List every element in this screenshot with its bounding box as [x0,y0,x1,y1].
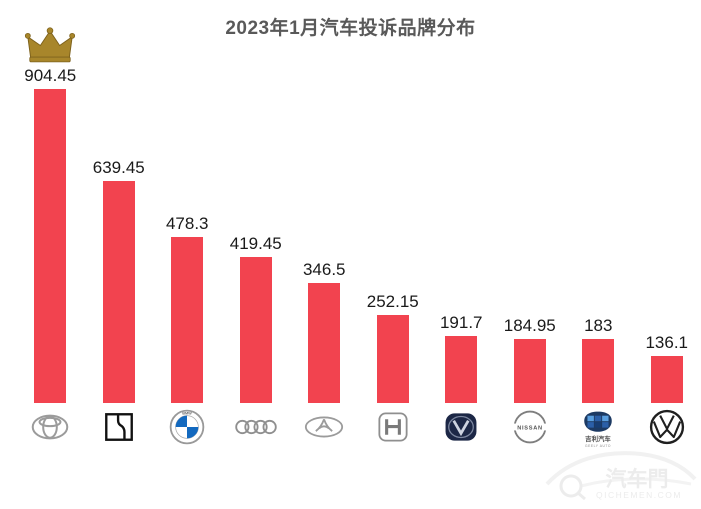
bar-value-label: 183 [584,316,612,336]
changan-logo-icon [427,407,496,451]
bar-value-label: 136.1 [645,333,688,353]
bar-volkswagen [651,356,683,403]
bmw-logo-icon: BMW [153,407,222,451]
svg-text:吉利汽车: 吉利汽车 [585,434,611,443]
bar-chery [308,283,340,403]
crown-icon [23,27,77,64]
bar-column-audi: 419.45 [222,0,291,403]
bar-nissan [514,339,546,403]
bar-value-label: 478.3 [166,214,209,234]
bar-value-label: 184.95 [504,316,556,336]
svg-text:QICHEMEN.COM: QICHEMEN.COM [596,490,682,500]
chery-logo-icon [290,407,359,451]
bar-value-label: 639.45 [93,158,145,178]
bar-toyota [34,89,66,403]
bar-bmw [171,237,203,403]
svg-text:NISSAN: NISSAN [517,425,543,431]
bar-value-label: 252.15 [367,292,419,312]
bar-column-bestune: 639.45 [85,0,154,403]
brand-logo-row: BMW [16,407,701,451]
svg-text:BMW: BMW [183,411,193,415]
svg-text:GEELY AUTO: GEELY AUTO [585,444,611,448]
bar-audi [240,257,272,403]
bestune-logo-icon [85,407,154,451]
nissan-logo-icon: NISSAN [496,407,565,451]
bar-column-nissan: 184.95 [496,0,565,403]
honda-logo-icon [359,407,428,451]
bar-column-honda: 252.15 [359,0,428,403]
volkswagen-logo-icon [633,407,701,451]
bar-value-label: 419.45 [230,234,282,254]
bar-value-label: 346.5 [303,260,346,280]
bar-column-toyota: 904.45 [16,0,85,403]
bar-value-label: 904.45 [24,66,76,86]
bar-chart: 904.45 639.45 478.3 419.45 346.5 252.15 … [16,0,701,403]
bar-honda [377,315,409,403]
geely-logo-icon: 吉利汽车 GEELY AUTO [564,407,633,451]
bar-column-bmw: 478.3 [153,0,222,403]
bar-value-label: 191.7 [440,313,483,333]
toyota-logo-icon [16,407,85,451]
svg-text:汽车門: 汽车門 [606,467,669,491]
bar-changan [445,336,477,403]
bar-bestune [103,181,135,403]
bar-column-chery: 346.5 [290,0,359,403]
bar-column-changan: 191.7 [427,0,496,403]
bar-column-volkswagen: 136.1 [633,0,701,403]
bar-column-geely: 183 [564,0,633,403]
audi-logo-icon [222,407,291,451]
bar-geely [582,339,614,403]
